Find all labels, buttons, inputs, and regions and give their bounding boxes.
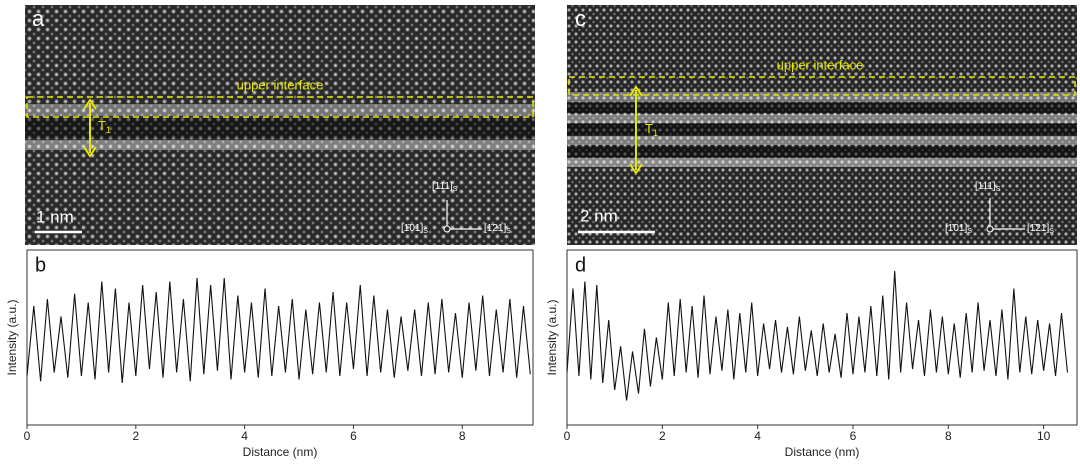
panel-label: c: [575, 6, 586, 31]
bright-row: [567, 136, 1077, 145]
x-tick-label: 6: [850, 429, 857, 443]
dark-band: [567, 146, 1077, 157]
dark-band: [25, 118, 535, 138]
x-tick-label: 4: [241, 429, 248, 443]
direction-label: [111]S: [432, 181, 458, 193]
interface-box: [26, 96, 534, 118]
x-tick-label: 4: [754, 429, 761, 443]
y-axis-label: Intensity (a.u.): [5, 299, 19, 375]
intensity-line: [566, 270, 1069, 401]
bright-row: [25, 140, 535, 150]
x-tick-label: 2: [132, 429, 139, 443]
thickness-label: T1: [645, 121, 658, 138]
x-tick-label: 8: [459, 429, 466, 443]
axis-glyph: [443, 225, 451, 233]
direction-label: [111]S: [975, 181, 1001, 193]
dark-band: [567, 124, 1077, 135]
y-axis-label: Intensity (a.u.): [545, 299, 559, 375]
direction-label: [1̄01]S: [401, 223, 428, 235]
x-tick-label: 8: [945, 429, 952, 443]
x-axis-label: Distance (nm): [785, 445, 860, 459]
x-tick-label: 0: [564, 429, 571, 443]
x-tick-label: 2: [659, 429, 666, 443]
x-tick-label: 0: [24, 429, 31, 443]
panel-label: b: [35, 254, 46, 276]
arrow-heads: [83, 98, 97, 158]
intensity-line: [26, 277, 531, 384]
dark-band: [567, 103, 1077, 113]
panel-label: a: [32, 6, 45, 31]
bright-row: [567, 158, 1077, 167]
bright-row: [567, 92, 1077, 102]
direction-label: [1̄01]S: [945, 223, 972, 235]
tem-image: [25, 5, 535, 245]
interface-label: upper interface: [777, 57, 864, 72]
image-c: c upper interface T1 2 nm [111]S [1̄01]S…: [567, 5, 1077, 245]
x-tick-label: 6: [350, 429, 357, 443]
direction-label: [1̄21]S: [1027, 223, 1054, 235]
axis-glyph: [986, 225, 994, 233]
bright-row: [25, 104, 535, 116]
direction-label: [1̄21]S: [484, 223, 511, 235]
scale-bar-label: 1 nm: [36, 207, 74, 226]
interface-box: [568, 76, 1076, 96]
plot-frame: [26, 249, 534, 426]
image-a: a upper interface T1 1 nm [111]S [1̄01]S…: [25, 5, 535, 245]
panel-label: d: [575, 254, 586, 276]
arrow-heads: [629, 85, 643, 175]
x-tick-label: 10: [1037, 429, 1051, 443]
interface-label: upper interface: [237, 77, 324, 92]
x-axis-label: Distance (nm): [243, 445, 318, 459]
scale-bar-label: 2 nm: [580, 206, 618, 225]
thickness-label: T1: [98, 118, 111, 135]
bright-row: [567, 114, 1077, 123]
